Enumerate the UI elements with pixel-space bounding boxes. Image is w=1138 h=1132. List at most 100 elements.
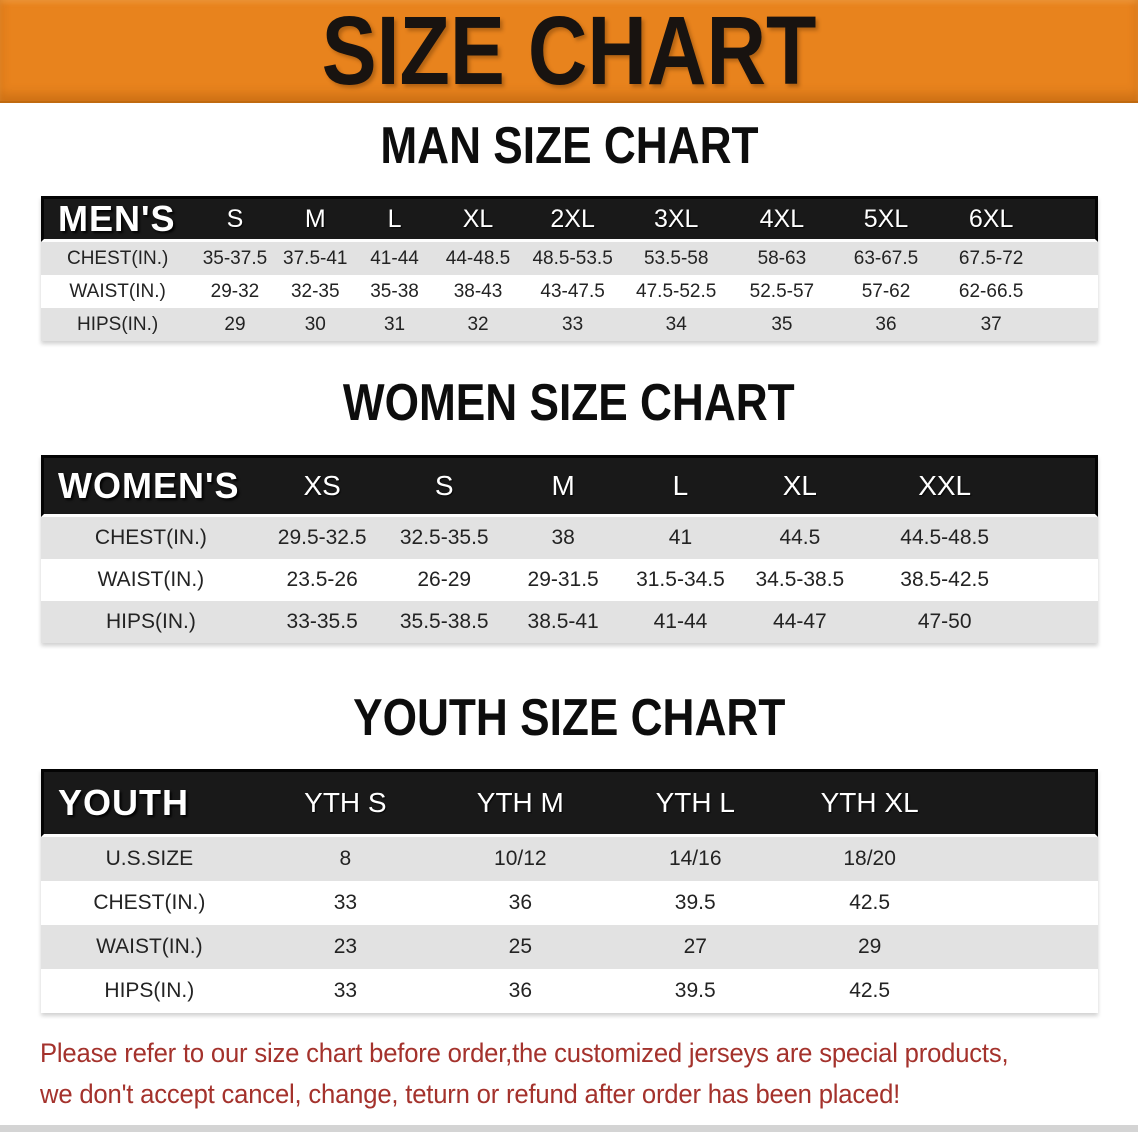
- size-column-header: M: [505, 455, 622, 517]
- size-column-header: YTH M: [433, 769, 608, 837]
- measurement-value: 42.5: [782, 881, 957, 925]
- measurement-value: 53.5-58: [623, 242, 730, 275]
- measurement-value: 26-29: [383, 559, 505, 601]
- size-column-header: 3XL: [623, 196, 730, 242]
- measurement-value: 10/12: [433, 837, 608, 881]
- size-column-header: YTH S: [257, 769, 434, 837]
- man-size-chart-title: MAN SIZE CHART: [0, 118, 1138, 174]
- size-column-header: 5XL: [834, 196, 938, 242]
- measurement-value: 41-44: [354, 242, 435, 275]
- measurement-label: HIPS(IN.): [41, 308, 195, 341]
- measurement-value: 31.5-34.5: [621, 559, 740, 601]
- size-column-header: XL: [434, 196, 522, 242]
- page-title: SIZE CHART: [321, 0, 817, 105]
- measurement-label: CHEST(IN.): [41, 517, 261, 559]
- header-filler: [956, 769, 1098, 837]
- measurement-value: 29-32: [194, 275, 276, 308]
- measurement-value: 63-67.5: [834, 242, 938, 275]
- size-group-label: WOMEN'S: [41, 455, 261, 517]
- row-filler: [1029, 517, 1098, 559]
- measurement-value: 35.5-38.5: [383, 601, 505, 643]
- size-column-header: 4XL: [729, 196, 835, 242]
- measurement-value: 37.5-41: [275, 242, 355, 275]
- measurement-value: 43-47.5: [521, 275, 624, 308]
- size-column-header: XXL: [860, 455, 1030, 517]
- size-chart-banner: SIZE CHART: [0, 0, 1138, 103]
- measurement-value: 37: [937, 308, 1046, 341]
- measurement-row: CHEST(IN.) 33 36 39.5 42.5: [41, 881, 1098, 925]
- measurement-value: 36: [433, 881, 608, 925]
- measurement-value: 38-43: [434, 275, 522, 308]
- size-column-header: L: [621, 455, 740, 517]
- measurement-value: 41-44: [621, 601, 740, 643]
- measurement-label: WAIST(IN.): [41, 275, 195, 308]
- measurement-row: CHEST(IN.) 35-37.5 37.5-41 41-44 44-48.5 48.5…: [41, 242, 1098, 275]
- measurement-value: 30: [275, 308, 355, 341]
- size-group-label: MEN'S: [41, 196, 195, 242]
- size-header-row: MEN'S S M L XL 2XL 3XL 4XL 5XL 6XL: [41, 196, 1098, 242]
- measurement-value: 41: [621, 517, 740, 559]
- row-filler: [1045, 275, 1098, 308]
- size-column-header: XL: [739, 455, 861, 517]
- bottom-edge-strip: [0, 1125, 1138, 1132]
- row-filler: [956, 925, 1098, 969]
- header-filler: [1029, 455, 1098, 517]
- measurement-row: HIPS(IN.) 33-35.5 35.5-38.5 38.5-41 41-44 44-…: [41, 601, 1098, 643]
- measurement-value: 14/16: [607, 837, 783, 881]
- youth-size-table: YOUTH YTH S YTH M YTH L YTH XL U.S.SIZE 8 10/12…: [41, 769, 1098, 1013]
- measurement-value: 34.5-38.5: [739, 559, 861, 601]
- row-filler: [956, 837, 1098, 881]
- size-column-header: XS: [260, 455, 384, 517]
- measurement-value: 47-50: [860, 601, 1030, 643]
- size-column-header: S: [383, 455, 505, 517]
- measurement-label: HIPS(IN.): [41, 969, 258, 1013]
- measurement-value: 48.5-53.5: [521, 242, 624, 275]
- size-column-header: M: [275, 196, 355, 242]
- measurement-row: WAIST(IN.) 29-32 32-35 35-38 38-43 43-47.5 47.…: [41, 275, 1098, 308]
- size-column-header: YTH L: [607, 769, 783, 837]
- measurement-value: 38.5-41: [505, 601, 622, 643]
- measurement-value: 33: [257, 969, 434, 1013]
- measurement-value: 35: [729, 308, 835, 341]
- row-filler: [956, 881, 1098, 925]
- measurement-label: CHEST(IN.): [41, 242, 195, 275]
- measurement-value: 29-31.5: [505, 559, 622, 601]
- disclaimer: Please refer to our size chart before or…: [40, 1033, 1130, 1115]
- size-column-header: 2XL: [521, 196, 624, 242]
- measurement-value: 36: [834, 308, 938, 341]
- women-size-chart-title: WOMEN SIZE CHART: [0, 375, 1138, 431]
- measurement-value: 44.5-48.5: [860, 517, 1030, 559]
- measurement-value: 29: [194, 308, 276, 341]
- measurement-value: 35-37.5: [194, 242, 276, 275]
- measurement-row: U.S.SIZE 8 10/12 14/16 18/20: [41, 837, 1098, 881]
- size-column-header: YTH XL: [782, 769, 957, 837]
- measurement-value: 32.5-35.5: [383, 517, 505, 559]
- measurement-value: 38.5-42.5: [860, 559, 1030, 601]
- measurement-value: 31: [354, 308, 435, 341]
- measurement-row: WAIST(IN.) 23.5-26 26-29 29-31.5 31.5-34.5 34…: [41, 559, 1098, 601]
- men-size-table: MEN'S S M L XL 2XL 3XL 4XL 5XL 6XL CHEST(IN.) 35-37…: [41, 196, 1098, 341]
- measurement-row: HIPS(IN.) 29 30 31 32 33 34 35 36 37: [41, 308, 1098, 341]
- measurement-value: 44.5: [739, 517, 861, 559]
- measurement-value: 62-66.5: [937, 275, 1046, 308]
- disclaimer-line-2: we don't accept cancel, change, teturn o…: [40, 1079, 901, 1109]
- measurement-row: HIPS(IN.) 33 36 39.5 42.5: [41, 969, 1098, 1013]
- measurement-value: 35-38: [354, 275, 435, 308]
- man-size-chart-title-text: MAN SIZE CHART: [379, 117, 759, 175]
- size-header-row: YOUTH YTH S YTH M YTH L YTH XL: [41, 769, 1098, 837]
- measurement-label: WAIST(IN.): [41, 925, 258, 969]
- measurement-value: 23.5-26: [260, 559, 384, 601]
- measurement-label: HIPS(IN.): [41, 601, 261, 643]
- measurement-value: 42.5: [782, 969, 957, 1013]
- size-header-row: WOMEN'S XS S M L XL XXL: [41, 455, 1098, 517]
- measurement-value: 34: [623, 308, 730, 341]
- size-column-header: S: [194, 196, 276, 242]
- header-filler: [1045, 196, 1098, 242]
- women-size-chart-title-text: WOMEN SIZE CHART: [343, 374, 795, 432]
- measurement-value: 25: [433, 925, 608, 969]
- measurement-value: 29.5-32.5: [260, 517, 384, 559]
- measurement-value: 67.5-72: [937, 242, 1046, 275]
- row-filler: [1045, 308, 1098, 341]
- size-column-header: 6XL: [937, 196, 1046, 242]
